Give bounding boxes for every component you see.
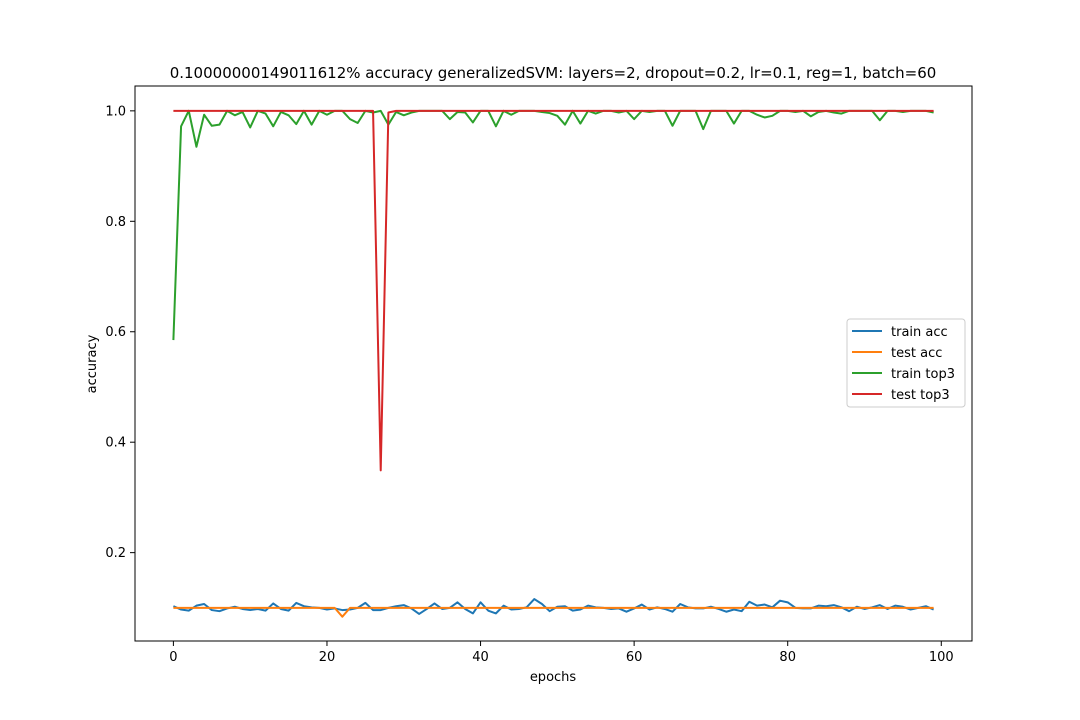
y-axis-label: accuracy — [85, 334, 100, 393]
x-tick-label: 80 — [779, 650, 796, 665]
series-layer — [172, 109, 935, 618]
x-tick-label: 0 — [169, 650, 177, 665]
y-tick-label: 0.4 — [105, 436, 126, 451]
plot-frame — [134, 85, 973, 642]
x-axis-label: epochs — [530, 670, 577, 685]
legend-box — [846, 318, 966, 408]
series-line-train-top3 — [172, 109, 934, 341]
chart-title: 0.10000000149011612% accuracy generalize… — [170, 64, 937, 82]
x-tick-label: 60 — [626, 650, 643, 665]
x-tick-label: 40 — [472, 650, 489, 665]
y-tick-label: 0.6 — [105, 325, 126, 340]
x-tick-label: 100 — [929, 650, 954, 665]
x-axis-ticks: 0 20 40 60 80 100 — [169, 641, 954, 665]
legend-label: test top3 — [891, 388, 950, 403]
x-tick-label: 20 — [319, 650, 336, 665]
legend-label: train top3 — [891, 367, 955, 382]
legend: train acc test acc train top3 test top3 — [846, 318, 966, 408]
legend-label: test acc — [891, 346, 942, 361]
y-axis-ticks: 0.2 0.4 0.6 0.8 1.0 — [105, 104, 135, 561]
y-tick-label: 1.0 — [105, 104, 126, 119]
series-line-test-acc — [173, 606, 934, 618]
y-tick-label: 0.2 — [105, 546, 126, 561]
series-line-test-top3 — [173, 109, 934, 472]
y-tick-label: 0.8 — [105, 215, 126, 230]
legend-label: train acc — [891, 325, 948, 340]
